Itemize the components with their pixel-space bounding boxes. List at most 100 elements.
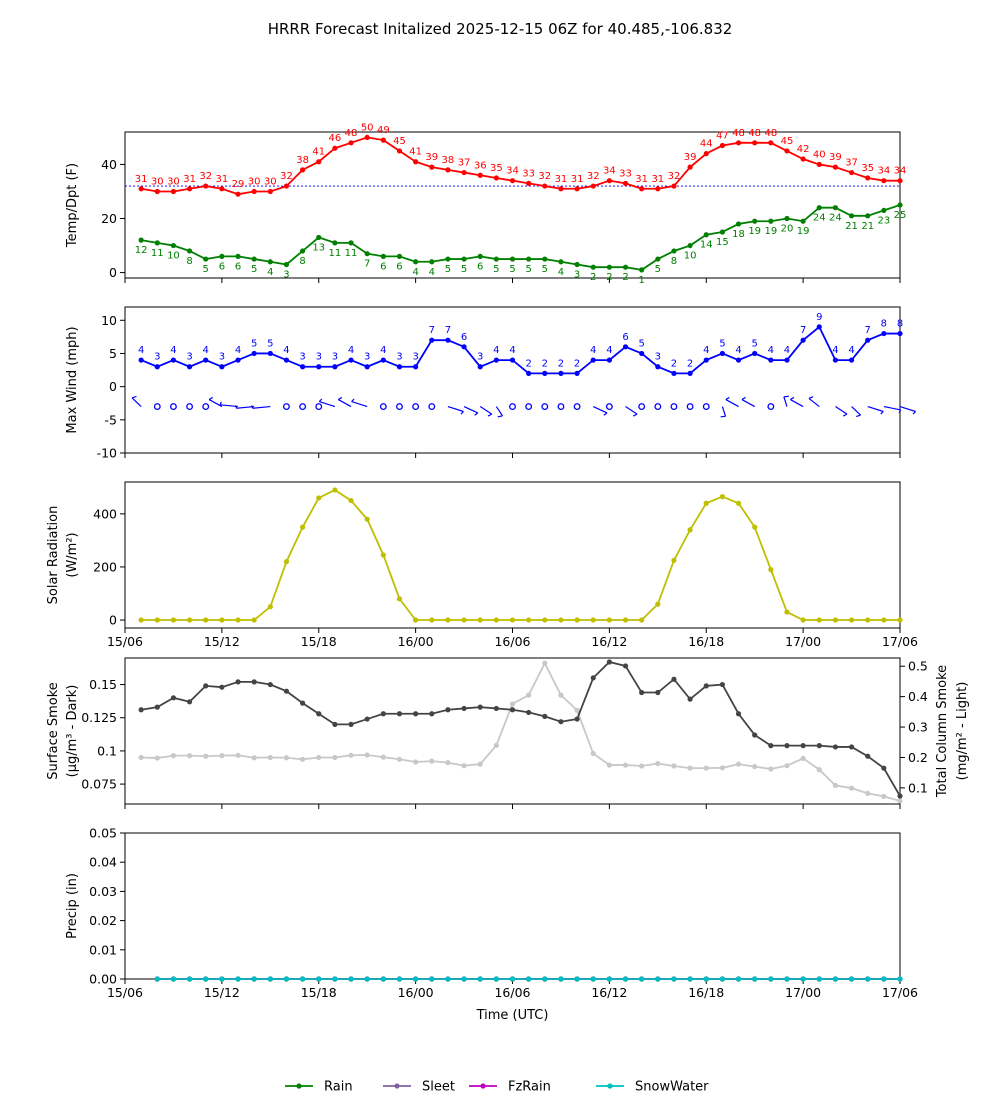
wind-barb-feather <box>725 396 730 401</box>
solar-radiation-point <box>316 495 322 501</box>
wind-barb <box>447 405 464 415</box>
max-wind-point <box>768 357 774 363</box>
dewpoint-point <box>622 264 629 270</box>
wind-barb-shaft <box>447 405 464 413</box>
temperature-point <box>622 180 629 186</box>
wind-barb <box>463 406 479 416</box>
temperature-value-label: 32 <box>199 171 212 182</box>
max-wind-value-label: 2 <box>558 358 564 369</box>
temperature-value-label: 48 <box>764 128 777 139</box>
temperature-point <box>703 151 709 157</box>
temperature-point <box>574 186 580 192</box>
temperature-value-label: 45 <box>781 136 794 147</box>
temperature-value-label: 31 <box>216 174 229 185</box>
total-column-smoke-point <box>687 765 693 771</box>
dewpoint-value-label: 20 <box>781 224 794 235</box>
x-tick-label: 16/18 <box>688 634 724 649</box>
solar-radiation-point <box>719 494 725 500</box>
surface-smoke-point <box>848 744 855 750</box>
wind-barb-feather <box>460 411 464 415</box>
total-column-smoke-point <box>526 692 532 698</box>
y2-tick-label: 0.2 <box>908 750 928 765</box>
snowwater-point <box>735 976 742 982</box>
dewpoint-value-label: 25 <box>894 210 907 221</box>
temperature-point <box>735 140 742 146</box>
dewpoint-point <box>800 218 806 224</box>
y-axis-label: Precip (in) <box>65 873 80 939</box>
max-wind-value-label: 7 <box>865 325 871 336</box>
solar-radiation-point <box>235 617 241 623</box>
surface-smoke-point <box>768 743 774 749</box>
total-column-smoke-point <box>542 660 548 666</box>
x-tick-label: 17/00 <box>785 634 821 649</box>
max-wind-value-label: 2 <box>574 358 580 369</box>
y2-tick-label: 0.5 <box>908 659 928 674</box>
max-wind-value-label: 4 <box>283 345 289 356</box>
wind-barb-feather <box>208 396 213 401</box>
total-column-smoke-point <box>622 762 629 768</box>
snowwater-point <box>816 976 822 982</box>
max-wind-value-label: 3 <box>316 352 322 363</box>
solar-radiation-point <box>590 617 596 623</box>
wind-barb-shaft <box>851 406 861 416</box>
x-tick-label: 17/06 <box>882 985 918 1000</box>
max-wind-point <box>413 364 419 370</box>
x-tick-label: 15/06 <box>107 985 143 1000</box>
solar-radiation-point <box>865 617 871 623</box>
max-wind-point <box>154 364 160 370</box>
wind-barb-calm <box>412 403 420 410</box>
dewpoint-point <box>558 259 564 265</box>
wind-barb-calm <box>767 403 775 410</box>
max-wind-value-label: 3 <box>396 352 402 363</box>
temperature-point <box>413 159 419 165</box>
total-column-smoke-point <box>396 756 403 762</box>
max-wind-point <box>300 364 306 370</box>
max-wind-point <box>138 357 144 363</box>
max-wind-point <box>832 357 839 363</box>
total-column-smoke-point <box>590 750 596 757</box>
max-wind-value-label: 4 <box>848 345 854 356</box>
dewpoint-value-label: 3 <box>574 269 580 280</box>
surface-smoke-point <box>735 711 742 717</box>
snowwater-point <box>300 976 306 982</box>
surface-smoke-point <box>558 719 564 725</box>
max-wind-value-label: 2 <box>671 358 677 369</box>
max-wind-point <box>655 364 661 370</box>
max-wind-point <box>816 324 822 330</box>
solar-radiation-point <box>832 617 839 623</box>
snowwater-point <box>235 976 241 982</box>
snowwater-point <box>251 976 257 982</box>
panel-precipitation: 15/06 15/12 15/18 16/00 16/06 16/12 16/18 17/00… <box>65 826 918 1001</box>
temperature-point <box>639 186 645 192</box>
max-wind-value-label: 4 <box>735 345 741 356</box>
dewpoint-value-label: 8 <box>299 256 305 267</box>
dewpoint-value-label: 11 <box>151 248 164 259</box>
max-wind-point <box>445 337 451 343</box>
temperature-point <box>752 140 758 146</box>
y-tick-label: 0.00 <box>89 972 117 987</box>
dewpoint-value-label: 2 <box>622 272 628 283</box>
wind-barb-feather <box>790 396 795 401</box>
wind-barb <box>625 406 638 417</box>
plot-frame <box>124 657 901 805</box>
solar-radiation-point <box>897 617 903 623</box>
temperature-point <box>687 164 693 170</box>
total-column-smoke-point <box>300 756 306 762</box>
solar-radiation-point <box>493 617 499 623</box>
max-wind-value-label: 3 <box>332 352 338 363</box>
max-wind-point <box>170 357 177 363</box>
surface-smoke-point <box>154 704 160 710</box>
x-tick-label: 16/12 <box>591 985 627 1000</box>
snowwater-point <box>364 976 370 982</box>
snowwater-point <box>429 976 435 982</box>
total-column-smoke-point <box>800 755 806 761</box>
surface-smoke-point <box>703 683 709 689</box>
dewpoint-value-label: 19 <box>748 226 761 237</box>
max-wind-point <box>784 357 790 363</box>
surface-smoke-point <box>493 705 499 712</box>
wind-barb-calm <box>428 403 436 410</box>
dewpoint-point <box>509 256 516 262</box>
temperature-value-label: 37 <box>845 158 858 169</box>
solar-radiation-point <box>735 500 742 506</box>
